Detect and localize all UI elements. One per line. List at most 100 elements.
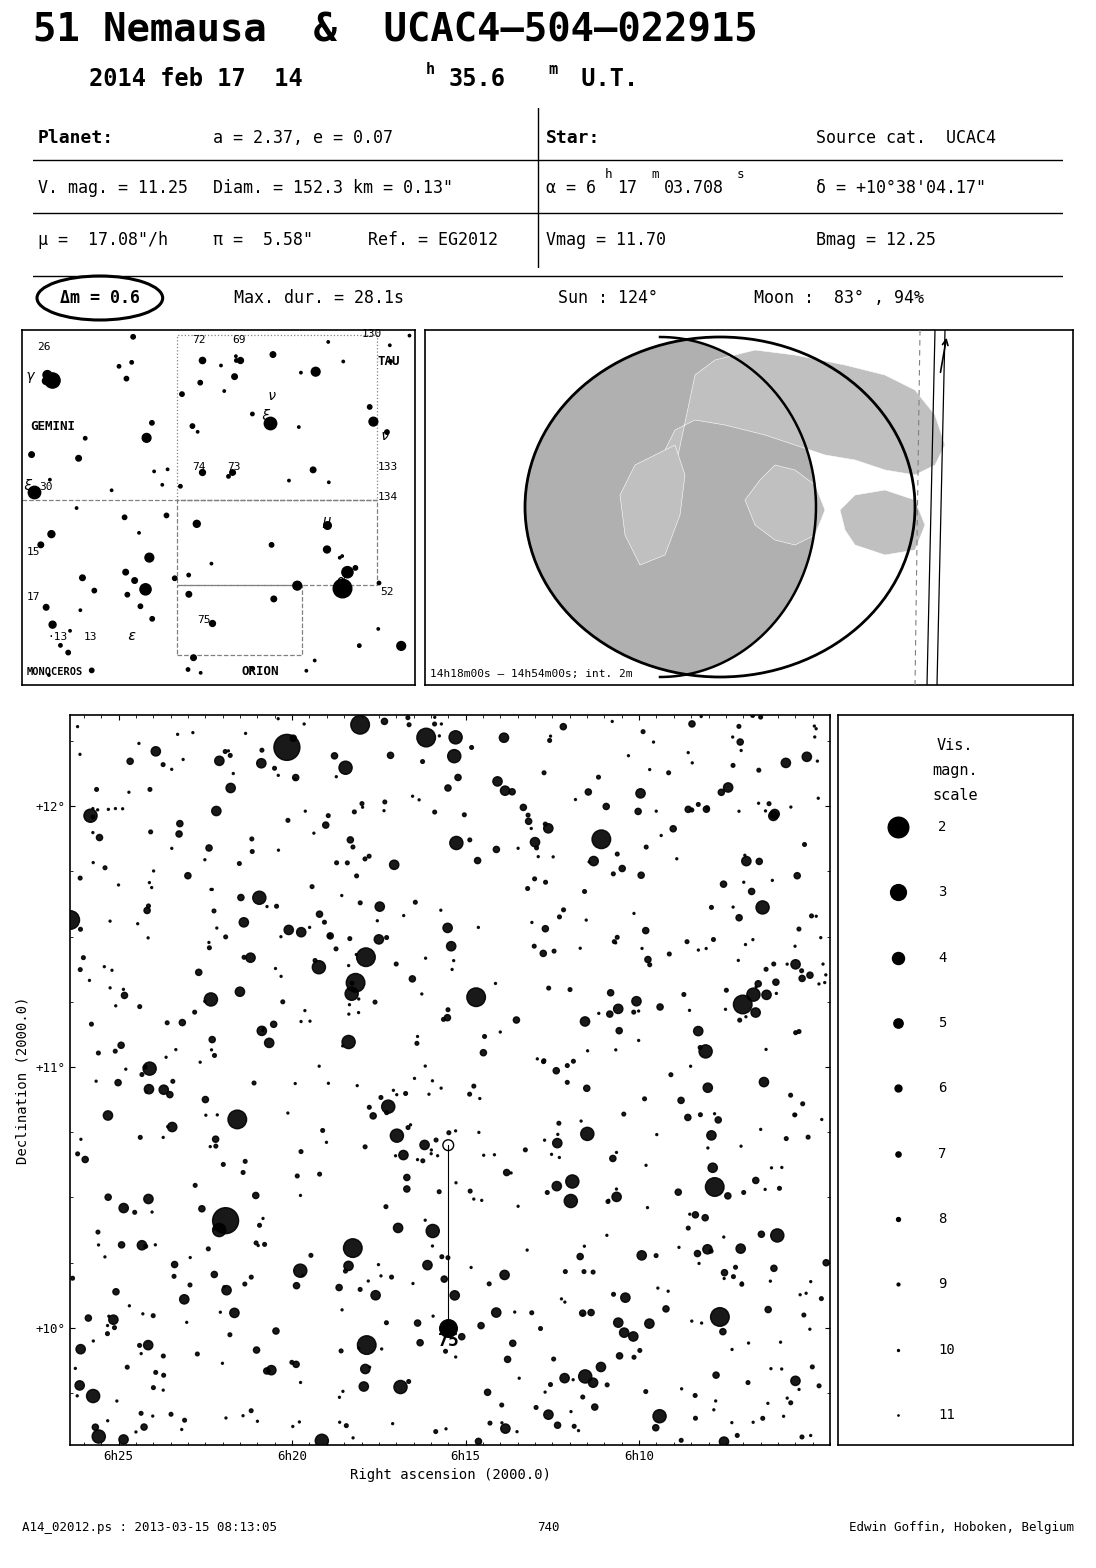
Point: [437, 1416, 455, 1441]
Point: [766, 801, 784, 826]
Text: 51 Nemausa  &  UCAC4–504–022915: 51 Nemausa & UCAC4–504–022915: [33, 13, 757, 50]
Text: Moon :  83° , 94%: Moon : 83° , 94%: [754, 289, 924, 307]
Point: [144, 411, 161, 436]
Point: [559, 1069, 576, 1094]
Point: [607, 1140, 625, 1165]
Point: [137, 1234, 155, 1259]
Point: [424, 1068, 442, 1093]
Point: [261, 411, 278, 436]
Point: [235, 1403, 252, 1428]
Point: [293, 920, 310, 946]
Point: [580, 779, 597, 804]
Point: [145, 1375, 162, 1400]
Text: 5: 5: [938, 1016, 946, 1030]
Point: [415, 1132, 433, 1157]
Point: [372, 894, 389, 919]
Point: [584, 1259, 602, 1284]
Point: [712, 779, 730, 804]
Text: 35.6: 35.6: [448, 67, 505, 91]
Point: [23, 442, 41, 467]
Point: [416, 1207, 434, 1232]
Point: [438, 1005, 456, 1030]
Point: [217, 925, 235, 950]
Point: [625, 1323, 642, 1348]
Point: [186, 1000, 204, 1025]
Point: [470, 1428, 488, 1454]
Point: [310, 1054, 328, 1079]
Point: [615, 1320, 632, 1345]
Point: [636, 1087, 653, 1112]
Point: [265, 586, 283, 612]
Point: [342, 828, 359, 853]
Point: [561, 977, 579, 1002]
Point: [252, 751, 270, 776]
Text: 740: 740: [537, 1521, 559, 1534]
Text: 30: 30: [39, 481, 53, 492]
Point: [352, 712, 369, 737]
Point: [470, 1120, 488, 1145]
Point: [641, 952, 659, 977]
Point: [101, 975, 118, 1000]
Point: [350, 1000, 367, 1025]
Point: [787, 1102, 804, 1127]
Point: [226, 1300, 243, 1325]
Point: [267, 1319, 285, 1344]
Point: [762, 1356, 779, 1381]
Point: [305, 820, 322, 845]
Point: [773, 1156, 790, 1181]
Point: [82, 1011, 100, 1036]
Text: 26: 26: [37, 342, 50, 351]
Point: [300, 914, 318, 939]
Point: [435, 1267, 453, 1292]
Point: [467, 985, 484, 1010]
Text: m: m: [548, 63, 557, 77]
Point: [292, 1370, 309, 1396]
Point: [424, 1218, 442, 1243]
Point: [331, 1410, 349, 1435]
Point: [293, 1008, 310, 1033]
Text: U.T.: U.T.: [567, 67, 638, 91]
Point: [441, 1120, 458, 1145]
Point: [230, 851, 248, 877]
Point: [221, 1322, 239, 1347]
Point: [760, 1391, 777, 1416]
Point: [373, 1085, 390, 1110]
Point: [730, 798, 747, 823]
Point: [529, 844, 547, 869]
Point: [99, 1408, 116, 1433]
Point: [571, 1243, 589, 1269]
Point: [889, 1402, 906, 1427]
Point: [285, 726, 302, 751]
Point: [756, 1178, 774, 1203]
Point: [794, 1424, 811, 1449]
Text: a = 2.37, e = 0.07: a = 2.37, e = 0.07: [213, 129, 393, 147]
Point: [221, 776, 239, 801]
Point: [155, 1124, 172, 1149]
Text: ξ: ξ: [262, 409, 271, 423]
Point: [373, 1264, 390, 1289]
Point: [550, 905, 568, 930]
Point: [431, 1179, 448, 1204]
Text: 4: 4: [938, 950, 946, 964]
Point: [100, 797, 117, 822]
Point: [809, 748, 826, 773]
Point: [387, 1143, 404, 1168]
Point: [746, 1000, 764, 1025]
Point: [163, 836, 181, 861]
Point: [576, 1008, 594, 1033]
Point: [488, 1300, 505, 1325]
Point: [69, 713, 87, 739]
Point: [600, 1189, 617, 1214]
Point: [251, 886, 269, 911]
Point: [475, 1143, 492, 1168]
Point: [590, 1000, 607, 1025]
Point: [481, 1411, 499, 1436]
Point: [502, 1160, 520, 1185]
Point: [447, 1118, 465, 1143]
Point: [95, 955, 113, 980]
Point: [507, 1008, 525, 1033]
Point: [538, 1181, 556, 1206]
Point: [592, 1355, 609, 1380]
Point: [732, 1236, 750, 1261]
Point: [678, 930, 696, 955]
